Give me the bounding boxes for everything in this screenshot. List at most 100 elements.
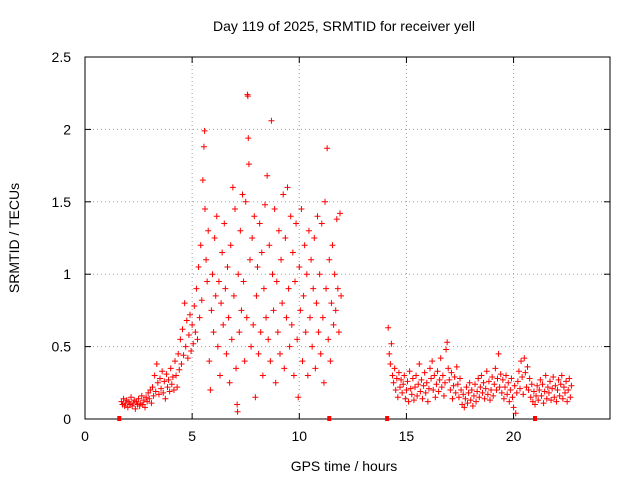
data-point bbox=[330, 321, 337, 328]
data-point bbox=[177, 336, 184, 343]
data-point bbox=[205, 227, 212, 234]
data-point bbox=[295, 394, 302, 401]
data-point bbox=[275, 227, 282, 234]
data-point bbox=[424, 398, 431, 405]
data-point bbox=[320, 379, 327, 386]
data-point bbox=[160, 389, 167, 396]
data-point bbox=[194, 336, 201, 343]
data-point bbox=[255, 350, 262, 357]
data-point bbox=[260, 285, 267, 292]
data-point bbox=[511, 382, 518, 389]
data-point bbox=[524, 363, 531, 370]
data-point bbox=[178, 360, 185, 367]
data-point bbox=[512, 410, 519, 417]
data-point bbox=[403, 387, 410, 394]
grid-lines bbox=[85, 57, 610, 419]
x-tick-label: 10 bbox=[291, 428, 307, 444]
data-point bbox=[120, 395, 127, 402]
data-point bbox=[394, 394, 401, 401]
data-point bbox=[431, 372, 438, 379]
data-point bbox=[418, 376, 425, 383]
data-point bbox=[493, 387, 500, 394]
data-point bbox=[286, 343, 293, 350]
data-point bbox=[280, 191, 287, 198]
data-point bbox=[395, 369, 402, 376]
data-point bbox=[517, 385, 523, 392]
data-point bbox=[568, 382, 575, 389]
data-point bbox=[158, 385, 165, 392]
data-point bbox=[506, 398, 513, 405]
data-point bbox=[179, 326, 186, 333]
data-point bbox=[218, 300, 225, 307]
data-point bbox=[173, 372, 180, 379]
data-point bbox=[221, 220, 228, 227]
data-point bbox=[475, 375, 482, 382]
data-point bbox=[142, 404, 148, 411]
data-point bbox=[414, 392, 421, 399]
data-point bbox=[466, 379, 473, 386]
data-point bbox=[538, 392, 545, 399]
data-point bbox=[564, 398, 571, 405]
data-point bbox=[150, 392, 157, 399]
data-point bbox=[514, 378, 521, 385]
data-point bbox=[443, 346, 450, 353]
data-point bbox=[389, 372, 396, 379]
data-point bbox=[563, 378, 570, 385]
data-point bbox=[485, 378, 492, 385]
data-point bbox=[274, 329, 281, 336]
data-point bbox=[254, 263, 261, 270]
data-point bbox=[244, 93, 251, 100]
data-point bbox=[425, 385, 432, 392]
data-point bbox=[189, 321, 196, 328]
data-point bbox=[323, 285, 330, 292]
data-point bbox=[163, 371, 170, 378]
data-point bbox=[559, 395, 566, 402]
data-point bbox=[219, 249, 226, 256]
data-point bbox=[504, 391, 511, 398]
chart-title: Day 119 of 2025, SRMTID for receiver yel… bbox=[213, 18, 475, 34]
y-tick-label: 1 bbox=[63, 266, 71, 282]
data-point bbox=[334, 285, 341, 292]
data-point bbox=[199, 177, 206, 184]
data-point bbox=[429, 358, 436, 365]
data-point bbox=[326, 256, 333, 263]
data-point bbox=[146, 395, 153, 402]
data-point bbox=[566, 375, 573, 382]
data-point bbox=[513, 389, 520, 396]
data-point bbox=[484, 391, 491, 398]
y-tick-label: 1.5 bbox=[52, 194, 72, 210]
data-point bbox=[391, 365, 398, 372]
data-point bbox=[198, 297, 205, 304]
data-point bbox=[541, 388, 548, 395]
data-point bbox=[460, 391, 467, 398]
data-point bbox=[532, 401, 538, 408]
data-point bbox=[184, 355, 191, 362]
data-point bbox=[402, 395, 409, 402]
data-point bbox=[214, 343, 221, 350]
data-point bbox=[473, 398, 480, 405]
data-point bbox=[217, 372, 223, 379]
data-point bbox=[228, 336, 235, 343]
data-point bbox=[288, 321, 295, 328]
data-point bbox=[211, 235, 218, 241]
data-point bbox=[172, 358, 178, 365]
data-point bbox=[449, 395, 456, 402]
x-axis-label: GPS time / hours bbox=[291, 458, 398, 474]
zero-marker bbox=[385, 416, 390, 421]
data-point bbox=[136, 402, 143, 409]
data-point bbox=[272, 379, 279, 386]
data-point bbox=[267, 358, 274, 365]
data-point bbox=[227, 242, 234, 249]
data-point bbox=[526, 375, 533, 382]
y-tick-label: 2.5 bbox=[52, 49, 72, 65]
data-point bbox=[273, 278, 280, 285]
data-point bbox=[281, 365, 288, 372]
data-point bbox=[302, 329, 309, 336]
data-point bbox=[175, 350, 182, 357]
zero-marker bbox=[327, 416, 332, 421]
data-point bbox=[554, 387, 561, 394]
data-point bbox=[220, 321, 227, 328]
data-point bbox=[457, 375, 463, 382]
data-point bbox=[315, 329, 322, 336]
data-point bbox=[168, 381, 175, 388]
